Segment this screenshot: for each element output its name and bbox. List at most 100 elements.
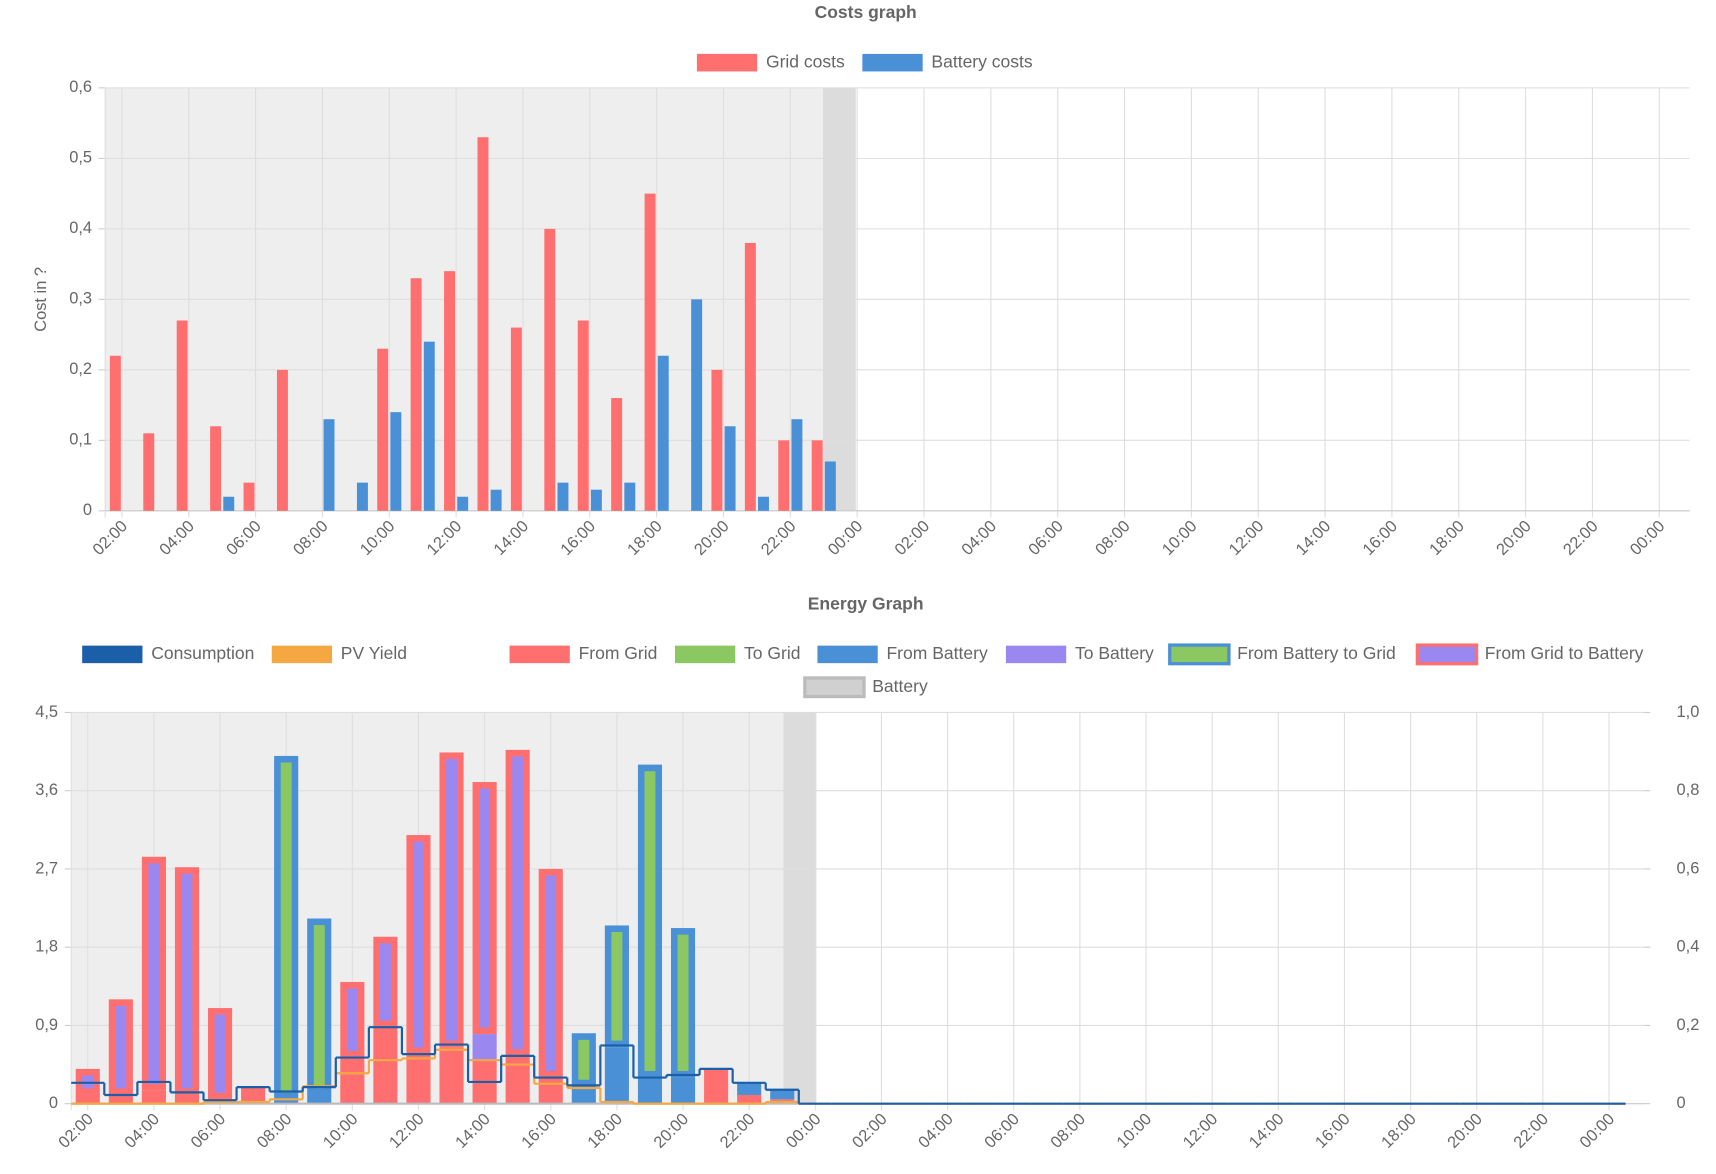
x-tick-label: 04:00 [958, 517, 1000, 559]
x-tick-label: 02:00 [89, 517, 131, 559]
bar-segment [439, 1047, 464, 1104]
legend-item: PV Yield [271, 643, 407, 664]
bar-segment [108, 999, 133, 1095]
y-tick-label: 0 [83, 501, 92, 519]
x-tick-label: 02:00 [849, 1110, 891, 1152]
y2-tick-label: 0,4 [1677, 938, 1700, 956]
bar-segment [571, 1033, 596, 1087]
bar-segment [108, 1094, 133, 1104]
x-tick-label: 14:00 [1292, 517, 1334, 559]
bar-segment [704, 1068, 729, 1104]
x-tick-label: 04:00 [121, 1110, 163, 1152]
legend-item: Battery costs [862, 51, 1033, 72]
bar-segment [307, 1094, 332, 1104]
bar-segment [207, 1008, 233, 1100]
bar [791, 419, 803, 511]
bar-segment [174, 867, 200, 1095]
x-tick-label: 20:00 [650, 1110, 692, 1152]
x-tick-label: 08:00 [1092, 517, 1134, 559]
bar-segment [505, 749, 530, 1056]
chart-title: Costs graph [815, 2, 917, 22]
bar [109, 355, 121, 511]
bar-segment [538, 868, 563, 1078]
legend-label: Battery [872, 676, 928, 696]
bar [724, 426, 736, 511]
bar-segment [406, 1054, 431, 1104]
x-tick-label: 10:00 [357, 517, 399, 559]
legend-item: Grid costs [696, 51, 845, 72]
legend-label: To Grid [744, 643, 800, 663]
legend-swatch [862, 53, 923, 72]
x-tick-label: 04:00 [156, 517, 198, 559]
legend-swatch [817, 645, 878, 664]
bar-segment [75, 1094, 100, 1104]
bar [510, 327, 522, 511]
bar-segment [439, 752, 464, 1048]
x-tick-label: 12:00 [386, 1110, 428, 1152]
legend-swatch [696, 53, 758, 72]
bar [644, 193, 656, 511]
x-tick-label: 06:00 [223, 517, 265, 559]
legend-label: From Grid [579, 643, 658, 663]
x-tick-label: 08:00 [290, 517, 332, 559]
bar-segment [141, 1090, 166, 1104]
line-series [71, 1026, 1626, 1105]
x-tick-label: 20:00 [1444, 1110, 1486, 1152]
bar-segment [307, 918, 332, 1095]
current-shade [783, 712, 817, 1104]
y-tick-label: 0,3 [69, 290, 92, 308]
bar [176, 320, 188, 511]
bar [223, 496, 235, 511]
legend-item: From Battery [817, 643, 988, 664]
x-tick-label: 18:00 [1426, 517, 1468, 559]
chart-0: Costs graph Cost in ? 0 0,1 0,2 0,3 0,4 0,5 0,6 0… [32, 2, 1690, 559]
bar-segment [670, 928, 696, 1078]
legend-label: PV Yield [341, 643, 407, 663]
x-tick-label: 16:00 [1312, 1110, 1354, 1152]
legend-label: To Battery [1075, 643, 1154, 663]
bar [377, 348, 389, 511]
bar-segment [274, 755, 299, 1100]
legend-label: Grid costs [766, 51, 845, 71]
x-tick-label: 00:00 [1627, 517, 1669, 559]
bar [423, 341, 435, 511]
bar-segment [505, 1055, 530, 1104]
bar-segment [241, 1086, 266, 1104]
x-tick-label: 02:00 [891, 517, 933, 559]
x-tick-label: 00:00 [1576, 1110, 1618, 1152]
bar [577, 320, 589, 511]
y-tick-label: 4,5 [35, 703, 58, 721]
bar [711, 369, 723, 511]
bar [457, 496, 469, 511]
x-tick-label: 16:00 [557, 517, 599, 559]
x-tick-label: 18:00 [1378, 1110, 1420, 1152]
y-tick-label: 0 [49, 1094, 58, 1112]
x-tick-label: 16:00 [518, 1110, 560, 1152]
legend-item: From Grid [509, 643, 658, 664]
legend-swatch [1168, 643, 1231, 666]
x-tick-label: 18:00 [624, 517, 666, 559]
x-tick-label: 16:00 [1359, 517, 1401, 559]
bar [243, 482, 255, 511]
chart-1: Energy Graph 0 0,9 1,8 2,7 3,6 4,5 0 0,2 0,4 0,6 0,… [35, 594, 1699, 1152]
bar-segment [637, 764, 663, 1078]
bar [477, 137, 489, 511]
bar-segment [571, 1086, 596, 1104]
legend-swatch [803, 676, 866, 699]
legend-label: Battery costs [931, 51, 1032, 71]
x-tick-label: 10:00 [1113, 1110, 1155, 1152]
x-tick-label: 04:00 [915, 1110, 957, 1152]
x-tick-label: 22:00 [1560, 517, 1602, 559]
y-tick-label: 0,5 [69, 149, 92, 167]
bar-segment [340, 981, 365, 1058]
bar-segment [604, 1047, 629, 1104]
legend-label: From Battery to Grid [1237, 643, 1396, 663]
legend-swatch [82, 645, 143, 664]
y-tick-label: 0,6 [69, 78, 92, 96]
x-tick-label: 12:00 [424, 517, 466, 559]
bar-segment [737, 1082, 762, 1095]
x-tick-label: 22:00 [758, 517, 800, 559]
x-tick-label: 14:00 [490, 517, 532, 559]
